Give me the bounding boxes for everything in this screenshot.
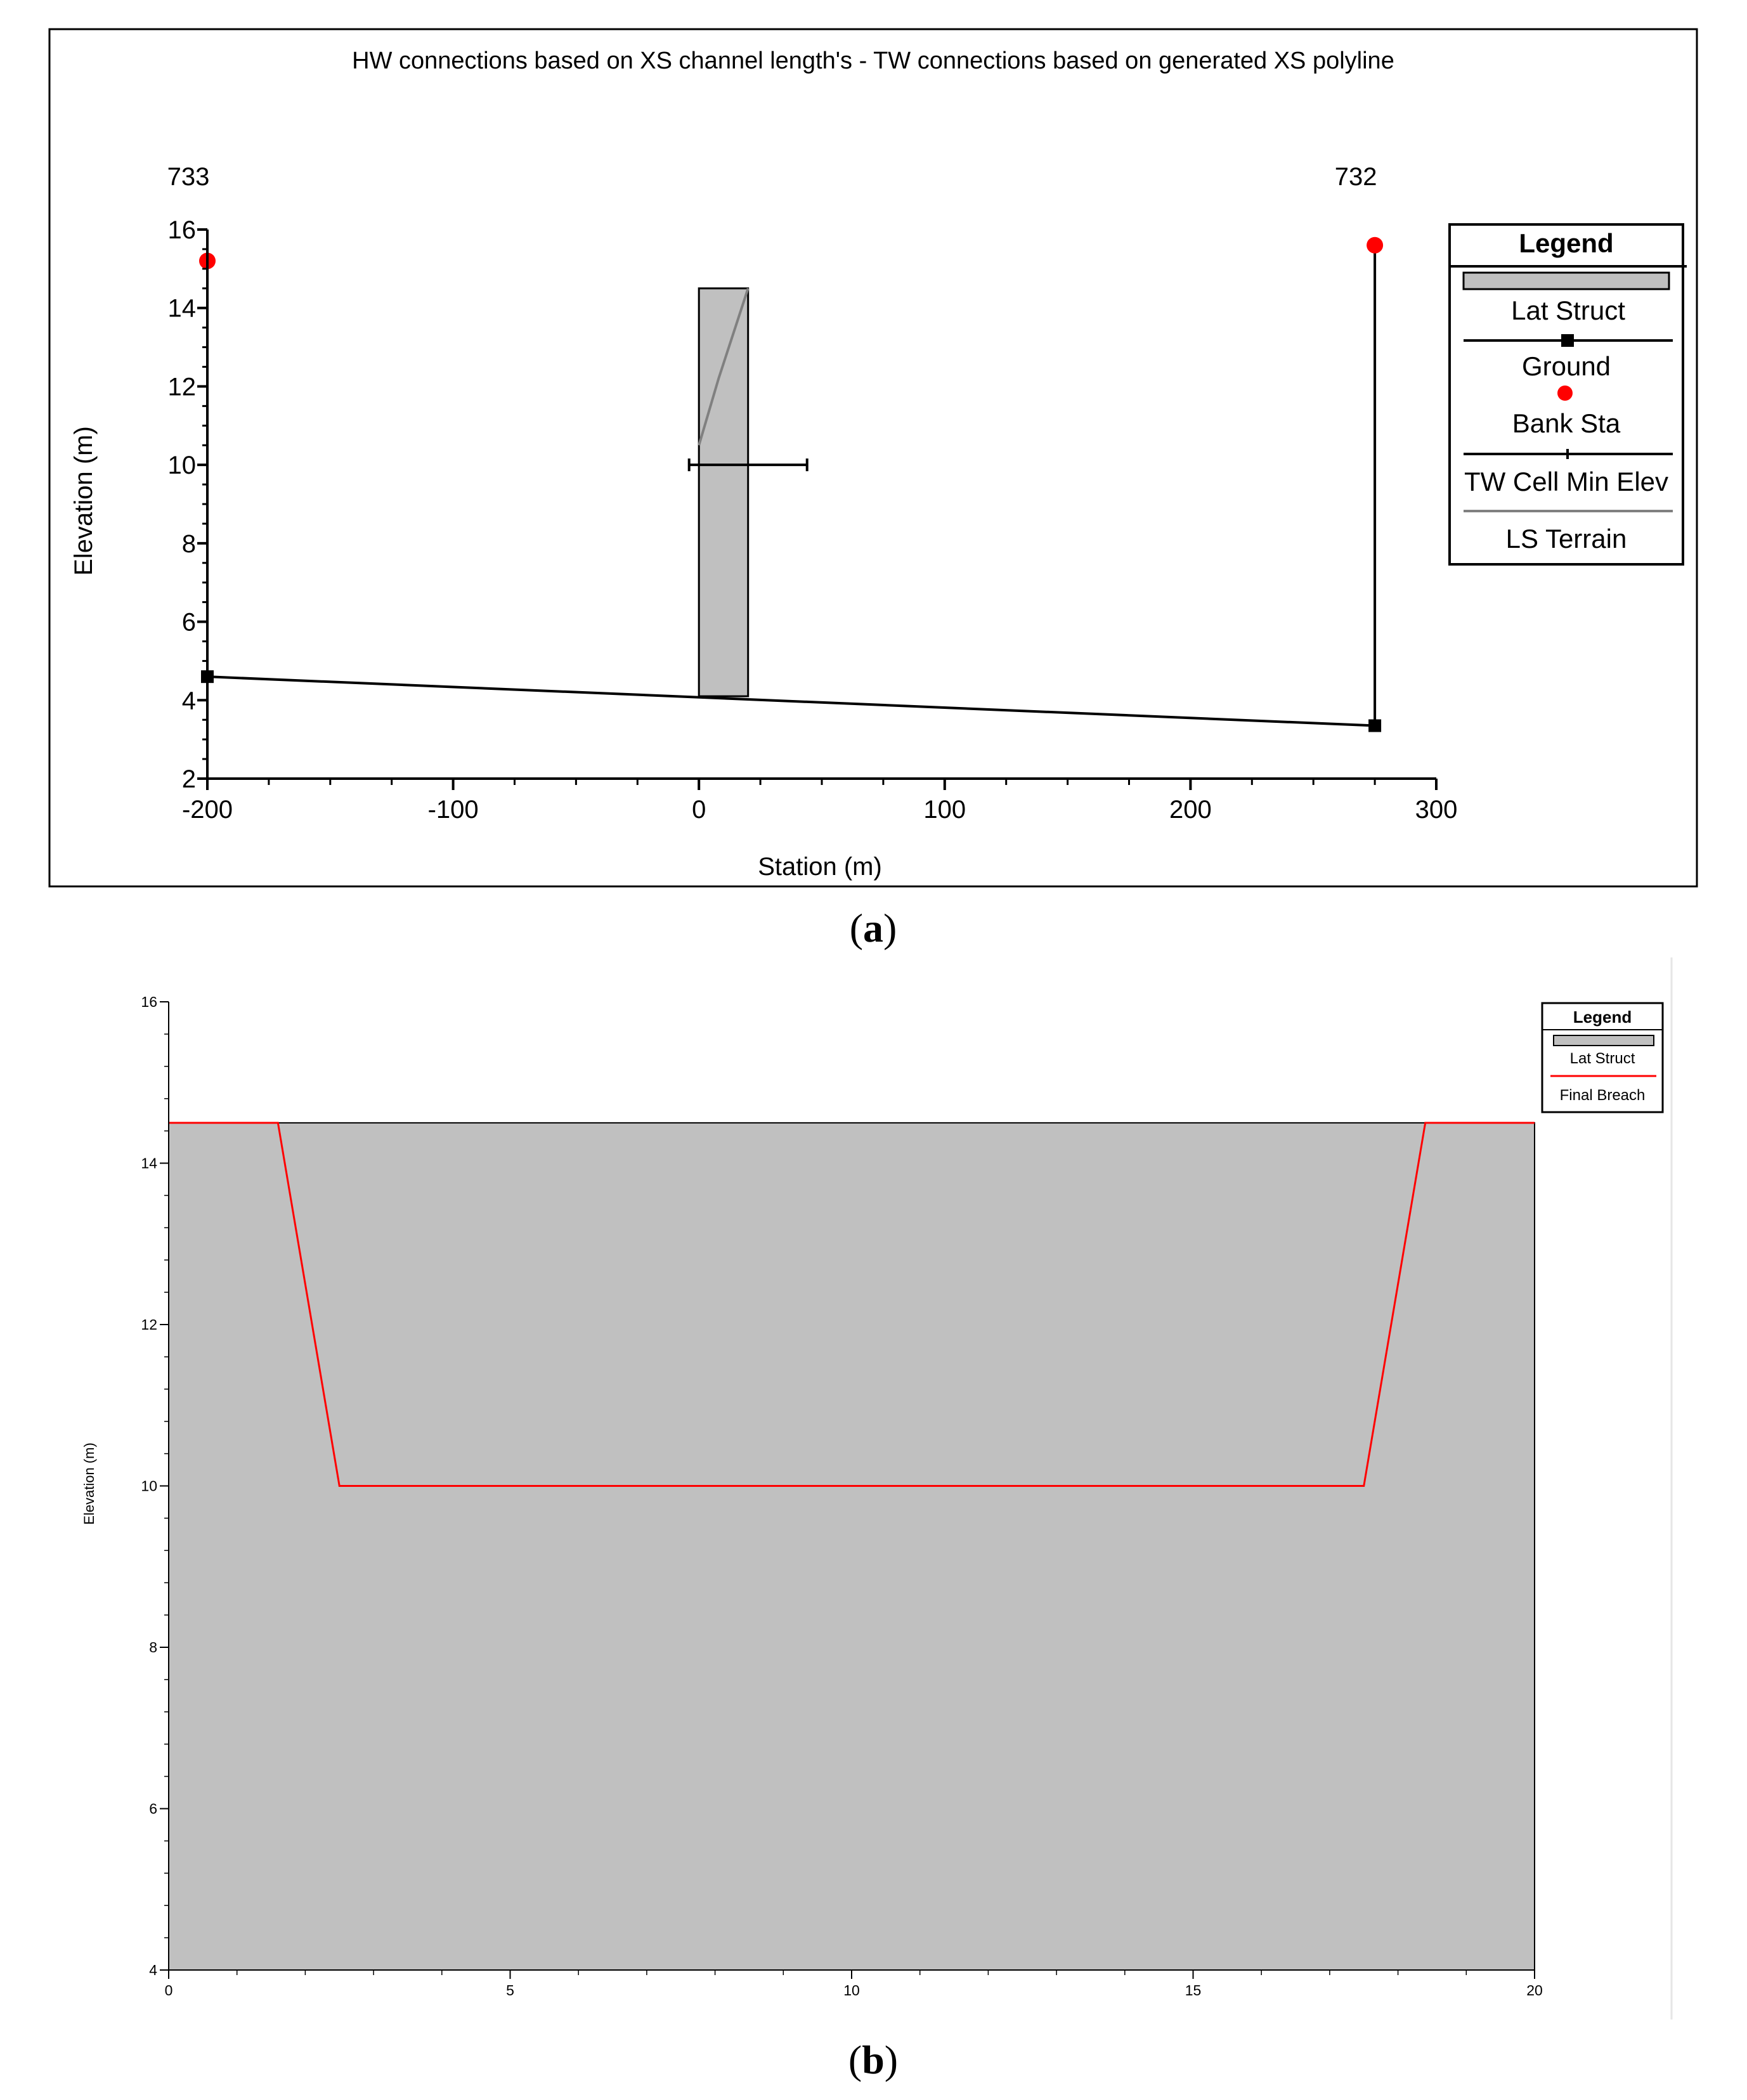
panel-b: 4 6 8 10 12 14 16 0 5 10 15 20 Elevation (m) Legend… (81, 957, 1673, 2082)
legend-swatch-bank-sta (1557, 386, 1573, 401)
chart-a-ytick-label: 4 (182, 687, 196, 715)
series-lat-struct-b (168, 1122, 1535, 1971)
legend-label-bank-sta: Bank Sta (1512, 408, 1621, 438)
chart-b-ylabel: Elevation (m) (81, 1442, 97, 1525)
chart-b-xtick-label: 15 (1185, 1982, 1202, 1999)
chart-b-ytick-label: 8 (149, 1639, 157, 1656)
chart-b-ytick-label: 10 (141, 1478, 157, 1494)
chart-a-axes: 2 4 6 8 10 12 14 16 -200 -100 0 100 200 300 733 732 (167, 163, 1458, 824)
chart-a-ytick-label: 16 (168, 216, 197, 244)
chart-a-xtick-label: 200 (1169, 796, 1212, 824)
chart-b-ytick-label: 4 (149, 1962, 157, 1978)
chart-b-ytick-label: 12 (141, 1316, 157, 1333)
chart-b-legend-title: Legend (1573, 1008, 1632, 1027)
legend-marker-ground (1561, 334, 1574, 347)
chart-a-ytick-label: 12 (168, 373, 197, 401)
chart-a-xtick-label: -100 (428, 796, 479, 824)
chart-a-ytick-label: 14 (168, 295, 197, 323)
panel-a: HW connections based on XS channel lengt… (48, 28, 1698, 950)
chart-b-xtick-label: 20 (1526, 1982, 1543, 1999)
legend-label-ground: Ground (1522, 351, 1611, 381)
chart-a-legend-title: Legend (1519, 228, 1613, 258)
chart-b-legend: Legend Lat Struct Final Breach (1541, 1002, 1664, 1113)
series-final-breach (169, 1122, 1535, 1487)
chart-a-xtick-label: 300 (1415, 796, 1458, 824)
legend-label-tw-cell: TW Cell Min Elev (1464, 467, 1668, 496)
bank-sta-point-1 (1367, 237, 1384, 254)
chart-b-xtick-label: 10 (843, 1982, 860, 1999)
chart-b-ytick-label: 16 (141, 994, 157, 1010)
series-lat-struct (698, 287, 750, 697)
chart-b-xtick-label: 0 (165, 1982, 173, 1999)
legend-label-lat-struct: Lat Struct (1511, 295, 1625, 325)
series-ground (207, 675, 1375, 727)
chart-b-ytick-label: 6 (149, 1801, 157, 1817)
chart-a-legend: Legend Lat Struct Ground Bank Sta TW Cel… (1448, 223, 1687, 566)
legend-label-lat-struct-b: Lat Struct (1570, 1050, 1635, 1067)
legend-swatch-lat-struct (1462, 271, 1670, 290)
chart-a-ytick-label: 2 (182, 765, 196, 793)
chart-b-plot (168, 1122, 1535, 1971)
chart-a-xlabel: Station (m) (758, 853, 882, 881)
legend-label-ls-terrain: LS Terrain (1506, 524, 1627, 554)
chart-b-xtick-label: 5 (506, 1982, 514, 1999)
chart-a-ylabel: Elevation (m) (70, 426, 98, 576)
chart-a-xtick-label: 0 (692, 796, 706, 824)
panel-b-label: (b) (848, 2037, 898, 2082)
chart-a-ytick-label: 10 (168, 451, 197, 479)
series-ls-terrain (698, 288, 750, 446)
chart-b-axes: 4 6 8 10 12 14 16 0 5 10 15 20 (141, 994, 1542, 1999)
chart-a-xtick-label: -200 (182, 796, 233, 824)
legend-swatch-lat-struct-b (1553, 1035, 1654, 1046)
xs-label-732: 732 (1335, 163, 1377, 191)
chart-a-xtick-label: 100 (923, 796, 966, 824)
legend-label-final-breach: Final Breach (1560, 1087, 1646, 1104)
chart-a-plot (199, 237, 1384, 732)
panel-a-label: (a) (850, 905, 897, 950)
xs-label-733: 733 (167, 163, 210, 191)
chart-b-legend-box (1541, 1002, 1664, 1113)
chart-b-ytick-label: 14 (141, 1155, 157, 1172)
chart-a-ytick-label: 6 (182, 609, 196, 637)
chart-a-title: HW connections based on XS channel lengt… (352, 48, 1394, 74)
panel-a-frame (48, 28, 1698, 888)
chart-a-ytick-label: 8 (182, 530, 196, 558)
